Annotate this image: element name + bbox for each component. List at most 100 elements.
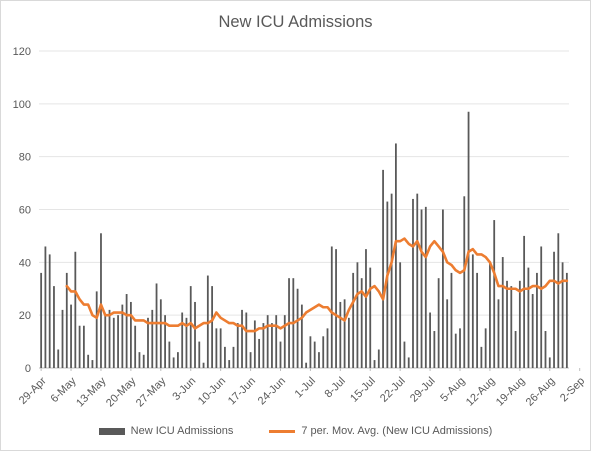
x-tick-label: 29-Apr [17, 375, 49, 407]
bar [330, 246, 333, 368]
bar [531, 294, 534, 368]
y-tick-label: 60 [19, 205, 31, 217]
bar [236, 323, 239, 368]
bar [245, 312, 248, 368]
y-tick-label: 40 [19, 257, 31, 269]
bar [142, 354, 145, 368]
bar [442, 209, 444, 368]
bar [352, 272, 355, 368]
bar [232, 346, 235, 368]
x-tick-label: 10-Jun [196, 375, 228, 407]
bar [296, 288, 299, 368]
bar [57, 349, 60, 368]
bar [424, 206, 427, 368]
bar [211, 286, 214, 368]
bar [134, 325, 137, 368]
bar [65, 272, 68, 368]
bar [480, 346, 483, 368]
y-tick-label: 100 [13, 99, 31, 111]
bar [309, 336, 312, 368]
bar [377, 349, 380, 368]
x-tick-label: 24-Jun [256, 375, 288, 407]
bar [433, 331, 436, 368]
legend-swatch-line [269, 429, 296, 433]
bar [129, 301, 132, 368]
bar [523, 235, 526, 368]
bar [548, 357, 551, 368]
bar [553, 251, 555, 368]
y-tick-label: 0 [25, 363, 31, 375]
bar [565, 272, 568, 368]
bar [412, 198, 414, 368]
legend-swatch-bars [98, 427, 125, 435]
bar [437, 278, 440, 368]
bar [510, 286, 513, 368]
bar [241, 309, 243, 368]
x-tick-label: 26-Aug [524, 375, 558, 409]
bar [300, 304, 303, 368]
bar [561, 262, 564, 368]
bar [91, 360, 94, 368]
x-tick-label: 12-Aug [464, 375, 498, 409]
chart-legend: New ICU Admissions 7 per. Mov. Avg. (New… [1, 425, 590, 437]
bar [454, 333, 457, 368]
bar [48, 254, 51, 368]
bar [347, 317, 350, 368]
bar [253, 320, 256, 368]
bar [305, 362, 308, 368]
legend-label-line: 7 per. Mov. Avg. (New ICU Admissions) [301, 425, 493, 437]
x-tick-label: 27-May [134, 375, 169, 410]
bar [471, 254, 474, 368]
bar [70, 304, 72, 368]
bar [219, 328, 222, 368]
bar [224, 346, 226, 368]
bar [343, 299, 346, 368]
y-tick-label: 20 [19, 310, 31, 322]
bar [258, 338, 261, 368]
bar [275, 315, 278, 368]
bar [544, 331, 547, 368]
bar [266, 315, 269, 368]
x-tick-label: 13-May [74, 375, 109, 410]
bar [100, 233, 102, 368]
bar [138, 352, 141, 368]
bar [74, 251, 77, 368]
x-tick-label: 8-Jul [323, 375, 348, 400]
bar [540, 246, 543, 368]
bar [172, 357, 175, 368]
bar [249, 352, 252, 368]
bar [40, 272, 43, 368]
bar [527, 267, 530, 368]
moving-average-line [65, 237, 569, 333]
bar [369, 267, 372, 368]
bar [497, 299, 500, 368]
bar [164, 315, 166, 368]
x-tick-label: 22-Jul [378, 375, 408, 405]
bar [322, 336, 325, 368]
bar [228, 360, 231, 368]
x-tick-label: 1-Jul [293, 375, 318, 400]
bar [283, 315, 286, 368]
x-tick-label: 2-Sep [558, 375, 587, 404]
bar [467, 111, 470, 368]
bar [155, 283, 158, 368]
bar [271, 323, 273, 368]
bar [185, 317, 188, 368]
x-tick-label: 29-Jul [408, 375, 438, 405]
bar [125, 294, 128, 368]
x-tick-label: 15-Jul [348, 375, 378, 405]
legend-item-line: 7 per. Mov. Avg. (New ICU Admissions) [269, 425, 492, 437]
bar [459, 328, 461, 368]
bar [262, 323, 265, 368]
bar [215, 328, 218, 368]
bar [104, 315, 107, 368]
bar [339, 301, 342, 368]
bar [399, 262, 402, 368]
bar [318, 352, 320, 368]
legend-label-bars: New ICU Admissions [130, 425, 234, 437]
bar [95, 291, 98, 368]
bar [181, 312, 184, 368]
bar [373, 360, 376, 368]
bar [429, 312, 431, 368]
